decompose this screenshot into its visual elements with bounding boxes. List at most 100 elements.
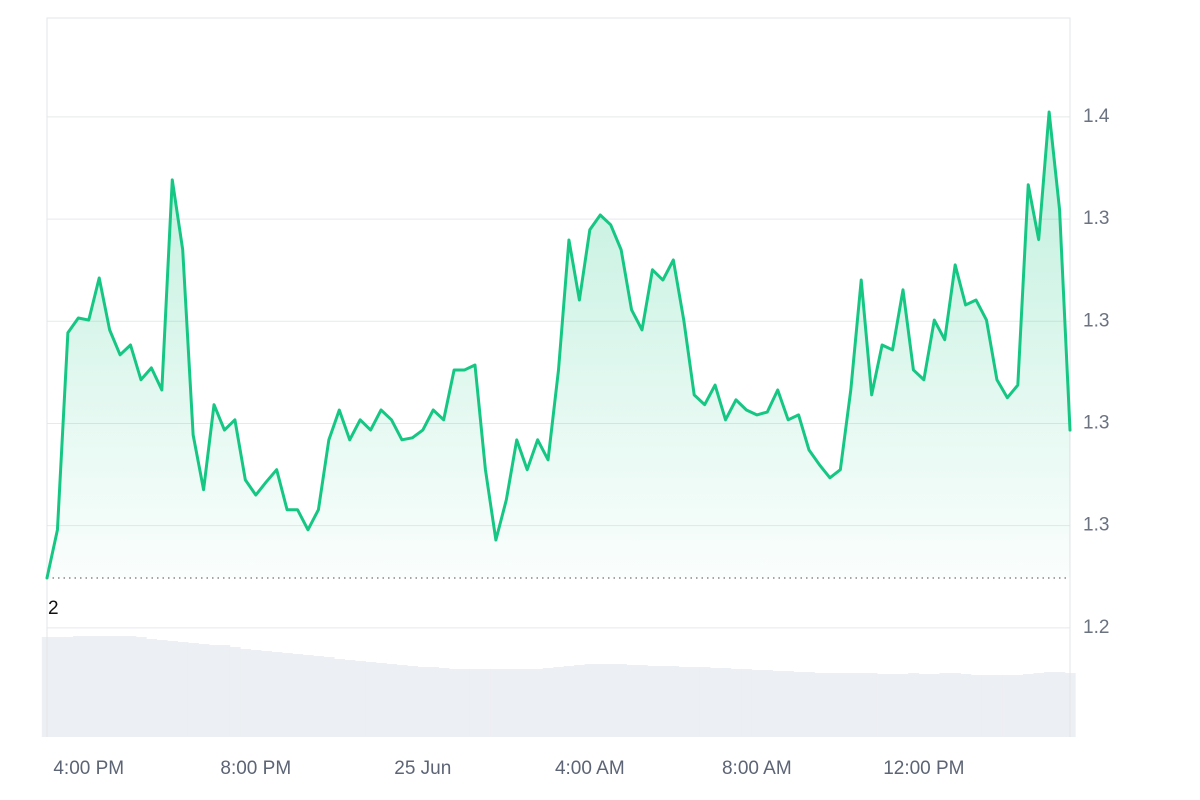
annotation: 2 bbox=[48, 598, 59, 619]
volume-bar bbox=[929, 674, 941, 737]
x-tick-label: 8:00 PM bbox=[220, 758, 291, 779]
volume-bar bbox=[866, 673, 878, 737]
volume-bar bbox=[146, 639, 158, 737]
volume-bar bbox=[354, 661, 366, 737]
volume-bar bbox=[167, 641, 178, 737]
volume-bar bbox=[1002, 675, 1014, 737]
volume-bar bbox=[260, 651, 272, 737]
volume-bar bbox=[428, 667, 439, 737]
volume-bar bbox=[313, 656, 325, 737]
volume-bar bbox=[407, 666, 419, 737]
volume-bar bbox=[62, 637, 74, 737]
volume-bar bbox=[678, 667, 690, 737]
volume-bar bbox=[897, 674, 909, 737]
volume-bar bbox=[782, 671, 794, 737]
volume-bar bbox=[135, 637, 147, 737]
volume-bar bbox=[814, 673, 826, 737]
volume-bar bbox=[250, 650, 262, 737]
volume-bar bbox=[657, 666, 669, 737]
volume-bar bbox=[229, 647, 241, 737]
price-line bbox=[45, 110, 1072, 580]
volume-bar bbox=[584, 664, 596, 737]
volume-bar bbox=[730, 669, 742, 737]
volume-bar bbox=[1054, 672, 1066, 737]
y-tick-label: 1.3 bbox=[1083, 413, 1109, 434]
volume-bar bbox=[490, 669, 502, 737]
volume-bar bbox=[386, 664, 398, 737]
volume-bar bbox=[595, 664, 606, 737]
volume-bar bbox=[302, 655, 314, 737]
volume-bar bbox=[824, 673, 836, 737]
volume-bar bbox=[448, 669, 460, 737]
volume-bar bbox=[208, 645, 220, 737]
volume-bar bbox=[532, 669, 544, 737]
y-tick-label: 1.2 bbox=[1083, 617, 1109, 638]
volume-bar bbox=[501, 669, 513, 737]
volume-layer bbox=[41, 636, 1076, 737]
volume-bar bbox=[563, 666, 575, 737]
volume-bar bbox=[417, 667, 429, 737]
volume-bar bbox=[741, 669, 753, 737]
y-tick-label: 1.3 bbox=[1083, 310, 1109, 331]
volume-bar bbox=[52, 637, 64, 737]
volume-bar bbox=[511, 669, 523, 737]
volume-bar bbox=[626, 665, 638, 737]
volume-bar bbox=[125, 636, 137, 737]
x-tick-label: 12:00 PM bbox=[883, 758, 964, 779]
volume-bar bbox=[292, 654, 304, 737]
volume-bar bbox=[835, 673, 847, 737]
volume-bar bbox=[772, 671, 784, 737]
volume-bar bbox=[636, 665, 648, 737]
volume-bar bbox=[668, 666, 680, 737]
volume-bar bbox=[334, 659, 346, 737]
volume-bar bbox=[918, 674, 930, 737]
volume-bar bbox=[647, 666, 659, 737]
volume-bar bbox=[762, 670, 773, 737]
volume-bar bbox=[553, 667, 565, 737]
volume-bar bbox=[271, 652, 283, 737]
volume-bar bbox=[1023, 674, 1034, 737]
volume-bar bbox=[104, 636, 116, 737]
volume-bar bbox=[803, 672, 815, 737]
volume-bar bbox=[949, 673, 961, 737]
volume-bar bbox=[187, 643, 199, 737]
volume-bar bbox=[240, 649, 252, 737]
volume-bar bbox=[480, 669, 492, 737]
y-tick-label: 1.4 bbox=[1083, 106, 1110, 127]
volume-bar bbox=[344, 660, 356, 737]
volume-bar bbox=[323, 657, 335, 737]
x-tick-label: 4:00 PM bbox=[53, 758, 124, 779]
y-tick-label: 1.3 bbox=[1083, 515, 1109, 536]
volume-bar bbox=[93, 636, 105, 737]
volume-bar bbox=[114, 636, 126, 737]
volume-bar bbox=[219, 645, 231, 737]
volume-bar bbox=[542, 668, 554, 737]
volume-bar bbox=[605, 664, 617, 737]
volume-bar bbox=[375, 663, 387, 737]
volume-bar bbox=[699, 667, 711, 737]
volume-bar bbox=[73, 636, 85, 737]
volume-bar bbox=[908, 673, 920, 737]
volume-bar bbox=[960, 674, 972, 737]
volume-bar bbox=[876, 674, 888, 737]
volume-bar bbox=[709, 668, 721, 737]
volume-bar bbox=[1033, 673, 1045, 737]
volume-bar bbox=[574, 665, 586, 737]
area bbox=[47, 112, 1070, 578]
x-tick-label: 8:00 AM bbox=[722, 758, 792, 779]
volume-bar bbox=[83, 636, 95, 737]
volume-bar bbox=[887, 674, 899, 737]
volume-bar bbox=[939, 673, 951, 737]
volume-bar bbox=[991, 675, 1003, 737]
volume-bar bbox=[856, 673, 867, 737]
volume-bar bbox=[793, 672, 805, 737]
volume-bar bbox=[438, 668, 450, 737]
x-tick-label: 25 Jun bbox=[394, 758, 451, 779]
volume-bar bbox=[1043, 672, 1055, 737]
volume-bar bbox=[156, 640, 168, 737]
volume-bar bbox=[396, 665, 408, 737]
volume-bar bbox=[365, 662, 377, 737]
volume-bar bbox=[845, 673, 857, 737]
